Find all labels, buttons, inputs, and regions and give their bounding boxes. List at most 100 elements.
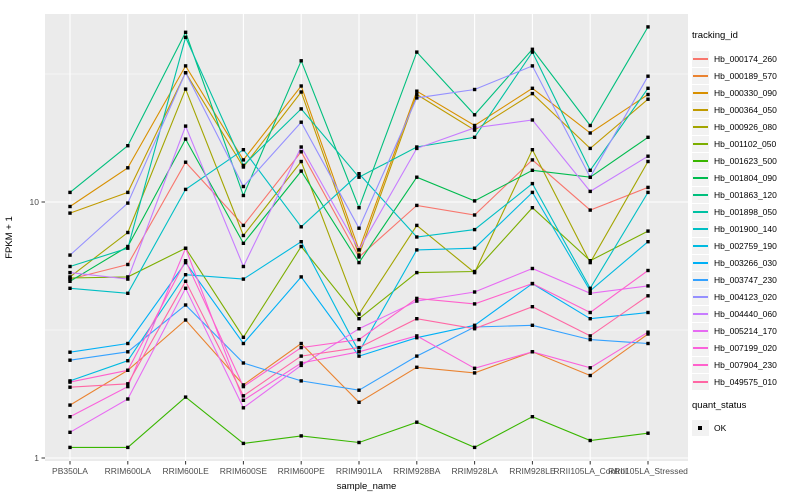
data-point [183,395,188,399]
data-point [588,337,592,342]
legend-item-label: Hb_001898_050 [714,206,777,217]
data-point [472,246,477,250]
legend-item-label: Hb_001900_140 [714,223,777,234]
legend-item-Hb_001623_500: Hb_001623_500 [692,152,798,169]
data-point [357,260,361,265]
data-point [646,284,650,288]
legend-item-label: Hb_004440_060 [714,308,777,319]
legend-rows: Hb_000174_260 Hb_000189_570 Hb_000330_090 H… [692,50,798,390]
data-point [241,163,246,168]
legend-line-swatch [692,67,709,84]
legend-item-Hb_007199_020: Hb_007199_020 [692,339,798,356]
data-point [472,327,477,331]
data-point [299,361,303,365]
data-point [530,158,535,162]
data-point [241,223,246,228]
data-point [646,25,650,29]
data-point [588,289,592,293]
data-point [588,373,592,378]
data-point [183,246,188,250]
data-point [68,350,72,354]
legend-item-label: Hb_000189_570 [714,70,777,81]
legend-line-swatch [692,203,709,220]
data-point [646,229,650,233]
data-point [357,345,361,350]
data-point [241,394,246,398]
x-tick-label: PB350LA [52,466,88,476]
legend-item-label: Hb_003747_230 [714,274,777,285]
data-point [415,354,419,358]
data-point [357,226,361,230]
y-axis-title: FPKM + 1 [4,216,15,259]
data-point [68,253,72,257]
legend-item-label: Hb_004123_020 [714,291,777,302]
legend-item-Hb_003747_230: Hb_003747_230 [692,271,798,288]
data-point [357,354,361,358]
x-axis-title: sample_name [337,481,397,492]
data-point [299,345,303,350]
legend-line-swatch [692,373,709,390]
data-point [357,400,361,404]
data-point [126,201,130,205]
x-tick-label: RRIM901LA [336,466,383,476]
data-point [241,384,246,389]
data-point [588,189,592,194]
data-point [68,264,72,269]
data-point [299,363,303,368]
data-point [183,87,188,91]
data-point [126,384,130,389]
legend-item-Hb_004123_020: Hb_004123_020 [692,288,798,305]
data-point [183,71,188,75]
data-point [126,445,130,450]
data-point [415,317,419,321]
legend: tracking_id Hb_000174_260 Hb_000189_570 Hb… [692,30,798,436]
data-point [530,148,535,152]
data-point [646,341,650,346]
legend-item-Hb_001804_090: Hb_001804_090 [692,169,798,186]
legend-item-Hb_007904_230: Hb_007904_230 [692,356,798,373]
legend-line-swatch [692,322,709,339]
data-point [299,150,303,154]
x-tick-label: RRIM600LE [162,466,209,476]
data-point [415,203,419,208]
legend-item-Hb_002759_190: Hb_002759_190 [692,237,798,254]
data-point [415,334,419,338]
legend-item-label: Hb_001804_090 [714,172,777,183]
legend-item-label: Hb_007904_230 [714,359,777,370]
data-point [472,445,477,450]
data-point [588,208,592,212]
data-point [299,244,303,249]
data-point [183,303,188,307]
data-point [126,350,130,354]
data-point [126,246,130,250]
data-point [241,441,246,446]
data-point [183,64,188,68]
data-point [126,341,130,346]
data-point [472,227,477,232]
legend-line-swatch [692,169,709,186]
data-point [357,253,361,257]
data-point [530,305,535,309]
data-point [126,359,130,363]
data-point [68,380,72,384]
quant-status-title: quant_status [692,400,747,411]
legend-item-Hb_003266_030: Hb_003266_030 [692,254,798,271]
data-point [646,159,650,164]
data-point [183,160,188,164]
data-point [68,385,72,389]
legend-item-label: Hb_000330_090 [714,87,777,98]
data-point [472,126,477,130]
data-point [299,341,303,346]
data-point [472,302,477,306]
legend-line-swatch [692,237,709,254]
legend-title: tracking_id [692,30,738,41]
data-point [241,158,246,162]
legend-item-Hb_001898_050: Hb_001898_050 [692,203,798,220]
legend-line-swatch [692,271,709,288]
data-point [646,294,650,298]
data-point [646,135,650,139]
legend-item-label: Hb_003266_030 [714,257,777,268]
data-point [241,406,246,410]
data-point [299,120,303,124]
